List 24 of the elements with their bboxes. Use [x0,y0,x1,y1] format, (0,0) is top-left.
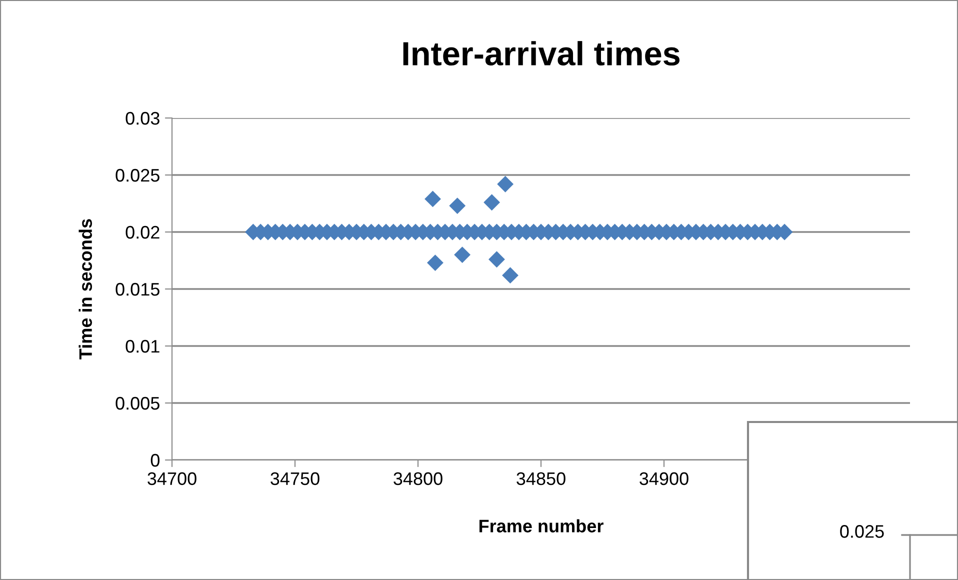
y-tick-label: 0.025 [116,168,160,182]
text: 0.025 [840,525,884,538]
y-tick-label: 0.01 [126,340,160,353]
point [449,198,466,214]
y-tick-label: 0 [150,454,160,467]
y-tick-label: 0.005 [116,396,160,410]
point [424,190,441,208]
chart-title: Inter-arrival times [403,41,680,66]
point [497,176,514,192]
y-axis-title: Time in seconds [78,219,92,360]
point [454,246,470,264]
point [427,254,444,271]
x-axis-title: Frame number [480,519,604,532]
x-tick-label: 34850 [516,472,566,486]
x-tick-label: 34900 [640,472,688,486]
y-tick-label: 0.03 [126,112,160,125]
point [502,267,518,284]
x-tick-label: 34700 [148,472,196,486]
y-tick-label: 0.015 [116,282,160,296]
x-tick-label: 34750 [270,472,320,486]
x-tick-label: 34800 [394,472,442,486]
point [488,251,505,268]
y-tick-label: 0.02 [126,226,160,239]
point [484,194,500,211]
